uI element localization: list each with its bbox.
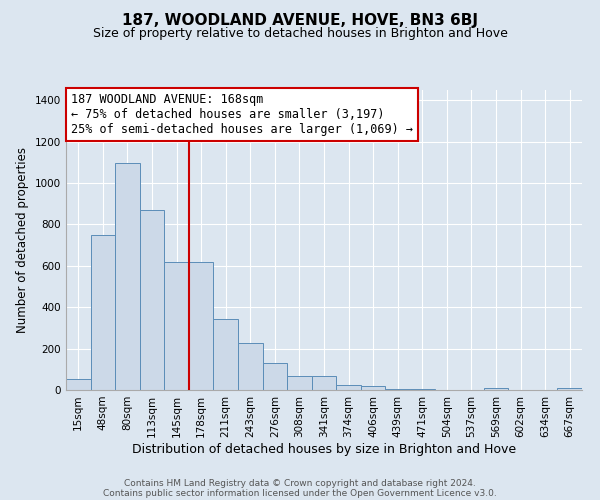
Bar [557, 388, 582, 390]
Bar [164, 262, 189, 390]
Bar [312, 376, 336, 390]
Text: Contains HM Land Registry data © Crown copyright and database right 2024.: Contains HM Land Registry data © Crown c… [124, 478, 476, 488]
Bar [115, 164, 140, 390]
Text: Size of property relative to detached houses in Brighton and Hove: Size of property relative to detached ho… [92, 28, 508, 40]
Y-axis label: Number of detached properties: Number of detached properties [16, 147, 29, 333]
Bar [214, 318, 238, 390]
Bar [238, 344, 263, 390]
Bar [140, 210, 164, 390]
Bar [91, 235, 115, 390]
Bar [484, 388, 508, 390]
Text: 187 WOODLAND AVENUE: 168sqm
← 75% of detached houses are smaller (3,197)
25% of : 187 WOODLAND AVENUE: 168sqm ← 75% of det… [71, 93, 413, 136]
Text: Contains public sector information licensed under the Open Government Licence v3: Contains public sector information licen… [103, 488, 497, 498]
Bar [361, 386, 385, 390]
Bar [287, 376, 312, 390]
Text: 187, WOODLAND AVENUE, HOVE, BN3 6BJ: 187, WOODLAND AVENUE, HOVE, BN3 6BJ [122, 12, 478, 28]
Bar [410, 389, 434, 390]
X-axis label: Distribution of detached houses by size in Brighton and Hove: Distribution of detached houses by size … [132, 442, 516, 456]
Bar [189, 262, 214, 390]
Bar [66, 378, 91, 390]
Bar [263, 363, 287, 390]
Bar [385, 389, 410, 390]
Bar [336, 385, 361, 390]
